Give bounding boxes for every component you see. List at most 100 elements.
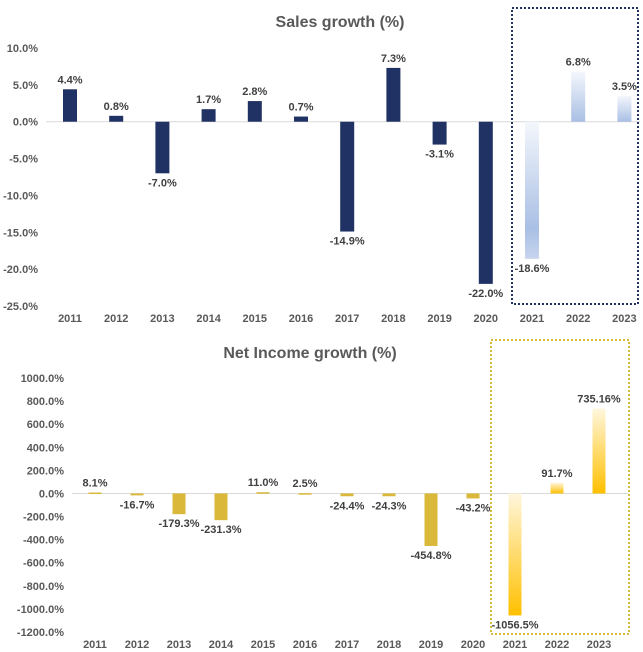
data-label-2018: -24.3% [372, 500, 407, 512]
x-tick-label: 2013 [167, 639, 191, 651]
bar-2012 [109, 115, 124, 122]
data-label-2016: 0.7% [288, 102, 313, 114]
x-tick-label: 2017 [335, 313, 359, 325]
bar-2021 [508, 493, 522, 616]
x-tick-label: 2023 [587, 639, 611, 651]
x-tick-label: 2012 [125, 639, 149, 651]
x-tick-label: 2013 [150, 313, 174, 325]
x-tick-label: 2014 [196, 313, 221, 325]
bar-2023 [617, 95, 632, 122]
y-tick-label: -1200.0% [17, 627, 64, 639]
data-label-2018: 7.3% [381, 53, 406, 65]
bar-2018 [382, 493, 396, 497]
data-label-2013: -7.0% [148, 177, 177, 189]
data-label-2011: 8.1% [82, 478, 107, 490]
x-tick-label: 2019 [427, 313, 451, 325]
x-tick-label: 2023 [612, 313, 636, 325]
y-tick-label: 600.0% [27, 419, 65, 431]
x-tick-label: 2020 [461, 639, 485, 651]
forecast-highlight-box [511, 7, 639, 305]
data-label-2021: -18.6% [515, 263, 550, 275]
data-label-2021: -1056.5% [491, 619, 538, 631]
bar-2019 [424, 493, 438, 546]
bar-2013 [172, 493, 186, 515]
bar-2015 [256, 492, 270, 494]
bar-2023 [592, 408, 606, 494]
x-tick-label: 2018 [377, 639, 401, 651]
data-label-2012: 0.8% [104, 101, 129, 113]
data-label-2023: 735.16% [577, 394, 621, 406]
x-tick-label: 2011 [58, 313, 82, 325]
x-tick-label: 2019 [419, 639, 443, 651]
data-label-2015: 2.8% [242, 86, 267, 98]
data-label-2014: 1.7% [196, 94, 221, 106]
y-tick-label: 0.0% [39, 488, 64, 500]
bar-2019 [432, 121, 447, 145]
y-tick-label: 400.0% [27, 442, 65, 454]
data-labels: 4.4% 0.8% -7.0% 1.7% 2.8% 0.7% -14.9% 7.3% -3.1%… [57, 53, 637, 300]
bar-2020 [478, 121, 493, 284]
x-tick-label: 2018 [381, 313, 405, 325]
y-tick-label: -10.0% [3, 190, 38, 202]
y-tick-label: 1000.0% [21, 373, 65, 385]
bars [63, 67, 632, 284]
x-tick-label: 2012 [104, 313, 128, 325]
bar-2014 [201, 109, 216, 122]
y-tick-label: -25.0% [3, 301, 38, 313]
x-tick-label: 2015 [243, 313, 267, 325]
data-label-2019: -3.1% [425, 149, 454, 161]
bar-2020 [466, 493, 480, 499]
data-labels: 8.1%-16.7%-179.3%-231.3%11.0% 2.5%-24.4% -… [82, 394, 620, 632]
data-label-2022: 6.8% [566, 57, 591, 69]
x-tick-label: 2022 [566, 313, 590, 325]
net-income-growth-chart: Net Income growth (%) 1000.0% 800.0% 600.0… [17, 339, 630, 651]
bars [88, 408, 606, 616]
x-axis: 2011 2012 2013 2014 2015 2016 2017 2018 2019 2020… [58, 313, 637, 325]
y-tick-label: -400.0% [23, 535, 64, 547]
x-tick-label: 2017 [335, 639, 359, 651]
chart-title: Net Income growth (%) [223, 345, 396, 362]
y-tick-label: 5.0% [13, 80, 38, 92]
bar-2014 [214, 493, 228, 521]
data-label-2011: 4.4% [57, 74, 82, 86]
bar-2011 [88, 492, 102, 495]
bar-2022 [550, 482, 564, 494]
y-tick-label: 0.0% [13, 117, 38, 129]
bar-2013 [155, 121, 170, 174]
bar-2017 [340, 121, 355, 232]
bar-2016 [298, 493, 312, 495]
y-tick-label: -1000.0% [17, 604, 64, 616]
data-label-2013: -179.3% [159, 518, 200, 530]
x-axis: 2011 2012 2013 2014 2015 2016 2017 2018 2019 2020… [83, 639, 611, 651]
bar-2021 [525, 121, 539, 259]
data-label-2012: -16.7% [120, 499, 155, 511]
data-label-2020: -22.0% [468, 288, 503, 300]
x-tick-label: 2016 [289, 313, 313, 325]
bar-2018 [386, 67, 401, 122]
bar-2012 [130, 493, 144, 496]
x-tick-label: 2016 [293, 639, 317, 651]
y-tick-label: -600.0% [23, 558, 64, 570]
sales-growth-chart: Sales growth (%) 10.0% 5.0% 0.0% -5.0% -10.0… [3, 7, 640, 325]
bar-2016 [294, 116, 308, 122]
data-label-2015: 11.0% [248, 477, 279, 489]
data-label-2022: 91.7% [541, 468, 572, 480]
y-tick-label: 200.0% [27, 465, 65, 477]
y-tick-label: -200.0% [23, 512, 64, 524]
y-axis: 10.0% 5.0% 0.0% -5.0% -10.0% -15.0% -20.0% -25.… [3, 43, 38, 313]
data-label-2017: -24.4% [330, 500, 365, 512]
bar-2015 [247, 101, 262, 122]
y-tick-label: -800.0% [23, 581, 64, 593]
x-tick-label: 2020 [474, 313, 498, 325]
y-tick-label: -20.0% [3, 264, 38, 276]
x-tick-label: 2014 [209, 639, 234, 651]
data-label-2014: -231.3% [201, 524, 242, 536]
forecast-highlight-box [490, 339, 630, 635]
x-tick-label: 2015 [251, 639, 275, 651]
y-tick-label: 10.0% [7, 43, 38, 55]
y-tick-label: 800.0% [27, 396, 65, 408]
bar-2022 [571, 71, 586, 122]
x-tick-label: 2021 [520, 313, 544, 325]
y-tick-label: -15.0% [3, 227, 38, 239]
